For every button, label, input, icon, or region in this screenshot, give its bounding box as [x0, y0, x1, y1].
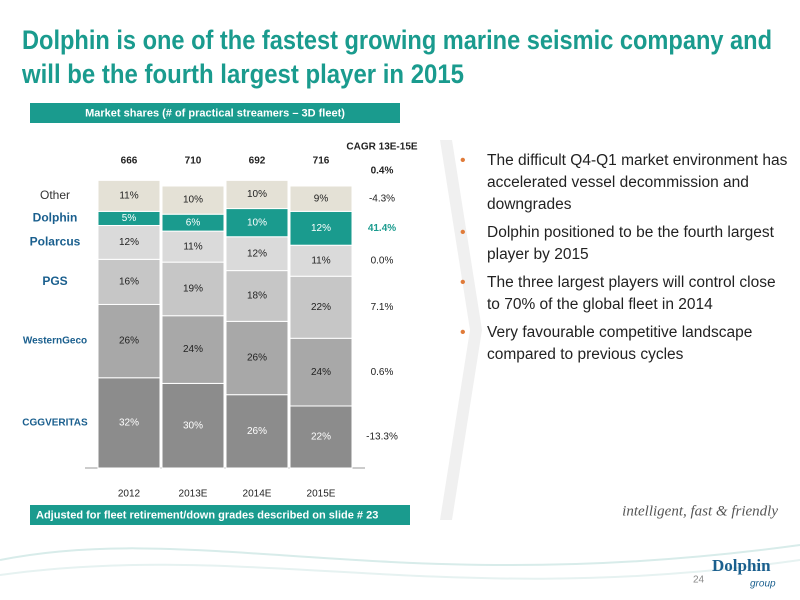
slide-title: will be the fourth largest player in 201…: [21, 59, 464, 89]
bar-segment: [289, 405, 353, 469]
x-tick-label: 2015E: [307, 489, 336, 500]
decor-wave: [0, 544, 800, 567]
value-label: 26%: [247, 353, 267, 364]
cagr-label: 0.6%: [371, 367, 394, 378]
legend-label: WesternGeco: [23, 336, 87, 347]
bar-segment: [97, 258, 161, 305]
cagr-title: CAGR 13E-15E: [346, 142, 417, 153]
value-label: 10%: [247, 189, 267, 200]
value-label: 11%: [119, 191, 138, 202]
bar-segment: [97, 179, 161, 212]
total-label: 716: [313, 156, 330, 167]
cagr-label: -4.3%: [369, 193, 395, 204]
page-number: 24: [693, 575, 705, 586]
bar-segment: [225, 208, 289, 238]
tagline: intelligent, fast & friendly: [622, 503, 778, 519]
x-tick-label: 2014E: [243, 489, 272, 500]
total-label: 666: [121, 156, 138, 167]
cagr-label: 7.1%: [371, 302, 394, 313]
value-label: 32%: [119, 418, 139, 429]
x-tick-label: 2012: [118, 489, 141, 500]
bar-segment: [289, 275, 353, 339]
decor-wave: [0, 559, 800, 580]
legend-label: CGGVERITAS: [22, 418, 88, 429]
bar-segment: [161, 230, 225, 263]
bar-segment: [289, 337, 353, 407]
bar-segment: [161, 382, 225, 469]
value-label: 11%: [183, 241, 202, 252]
value-label: 18%: [247, 291, 267, 302]
value-label: 22%: [311, 302, 331, 313]
x-tick-label: 2013E: [179, 489, 208, 500]
total-label: 710: [185, 156, 202, 167]
value-label: 24%: [311, 367, 331, 378]
total-label: 692: [249, 156, 266, 167]
legend-label: PGS: [42, 274, 67, 288]
bar-segment: [161, 315, 225, 384]
value-label: 10%: [247, 217, 267, 228]
value-label: 26%: [119, 336, 139, 347]
bar-segment: [97, 224, 161, 260]
bullet: Very favourable competitive landscape co…: [460, 322, 790, 366]
legend-label: Dolphin: [33, 211, 78, 225]
bullet-list: The difficult Q4-Q1 market environment h…: [460, 150, 790, 372]
value-label: 12%: [311, 223, 331, 234]
value-label: 11%: [311, 255, 330, 266]
bullet: Dolphin positioned to be the fourth larg…: [460, 222, 790, 266]
footnote: Adjusted for fleet retirement/down grade…: [36, 509, 378, 521]
slide-title: Dolphin is one of the fastest growing ma…: [22, 25, 772, 55]
bar-segment: [289, 185, 353, 212]
logo-subtext: group: [750, 579, 776, 590]
cagr-label: -13.3%: [366, 432, 398, 443]
bar-segment: [161, 185, 225, 215]
value-label: 10%: [183, 195, 203, 206]
logo-text: Dolphin: [712, 556, 771, 575]
value-label: 12%: [247, 248, 267, 259]
value-label: 6%: [186, 217, 201, 228]
value-label: 16%: [119, 277, 139, 288]
legend-label: Other: [40, 188, 70, 202]
bar-segment: [225, 270, 289, 322]
cagr-label: 0.0%: [371, 255, 394, 266]
bar-segment: [97, 377, 161, 469]
cagr-label: 41.4%: [368, 223, 396, 234]
chart-title: Market shares (# of practical streamers …: [85, 107, 345, 119]
footnote-box: [30, 505, 410, 525]
total-cagr-label: 0.4%: [371, 166, 394, 177]
value-label: 22%: [311, 432, 331, 443]
bullet: The difficult Q4-Q1 market environment h…: [460, 150, 790, 216]
bar-segment: [225, 394, 289, 469]
bar-segment: [289, 210, 353, 246]
bar-segment: [97, 303, 161, 379]
value-label: 9%: [314, 193, 329, 204]
value-label: 12%: [119, 237, 139, 248]
bar-segment: [161, 261, 225, 317]
value-label: 5%: [122, 213, 137, 224]
bullet: The three largest players will control c…: [460, 272, 790, 316]
chart-title-box: [30, 103, 400, 123]
value-label: 19%: [183, 284, 203, 295]
value-label: 24%: [183, 344, 203, 355]
legend-label: Polarcus: [30, 235, 81, 249]
bar-segment: [225, 179, 289, 210]
value-label: 26%: [247, 426, 267, 437]
value-label: 30%: [183, 420, 203, 431]
bar-segment: [289, 244, 353, 277]
bar-segment: [225, 236, 289, 272]
